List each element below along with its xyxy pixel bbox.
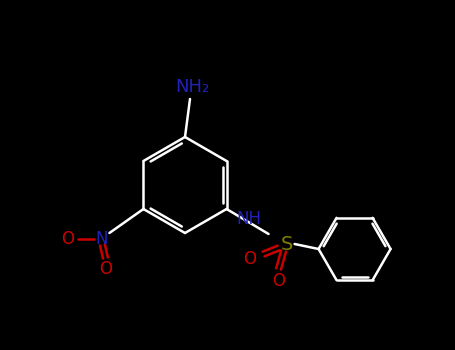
Text: N: N: [95, 230, 108, 248]
Text: O: O: [61, 230, 74, 248]
Text: O: O: [272, 272, 285, 290]
Text: O: O: [243, 250, 256, 268]
Text: NH: NH: [236, 210, 261, 228]
Text: S: S: [280, 234, 293, 253]
Text: O: O: [99, 260, 112, 278]
Text: NH₂: NH₂: [175, 78, 209, 96]
